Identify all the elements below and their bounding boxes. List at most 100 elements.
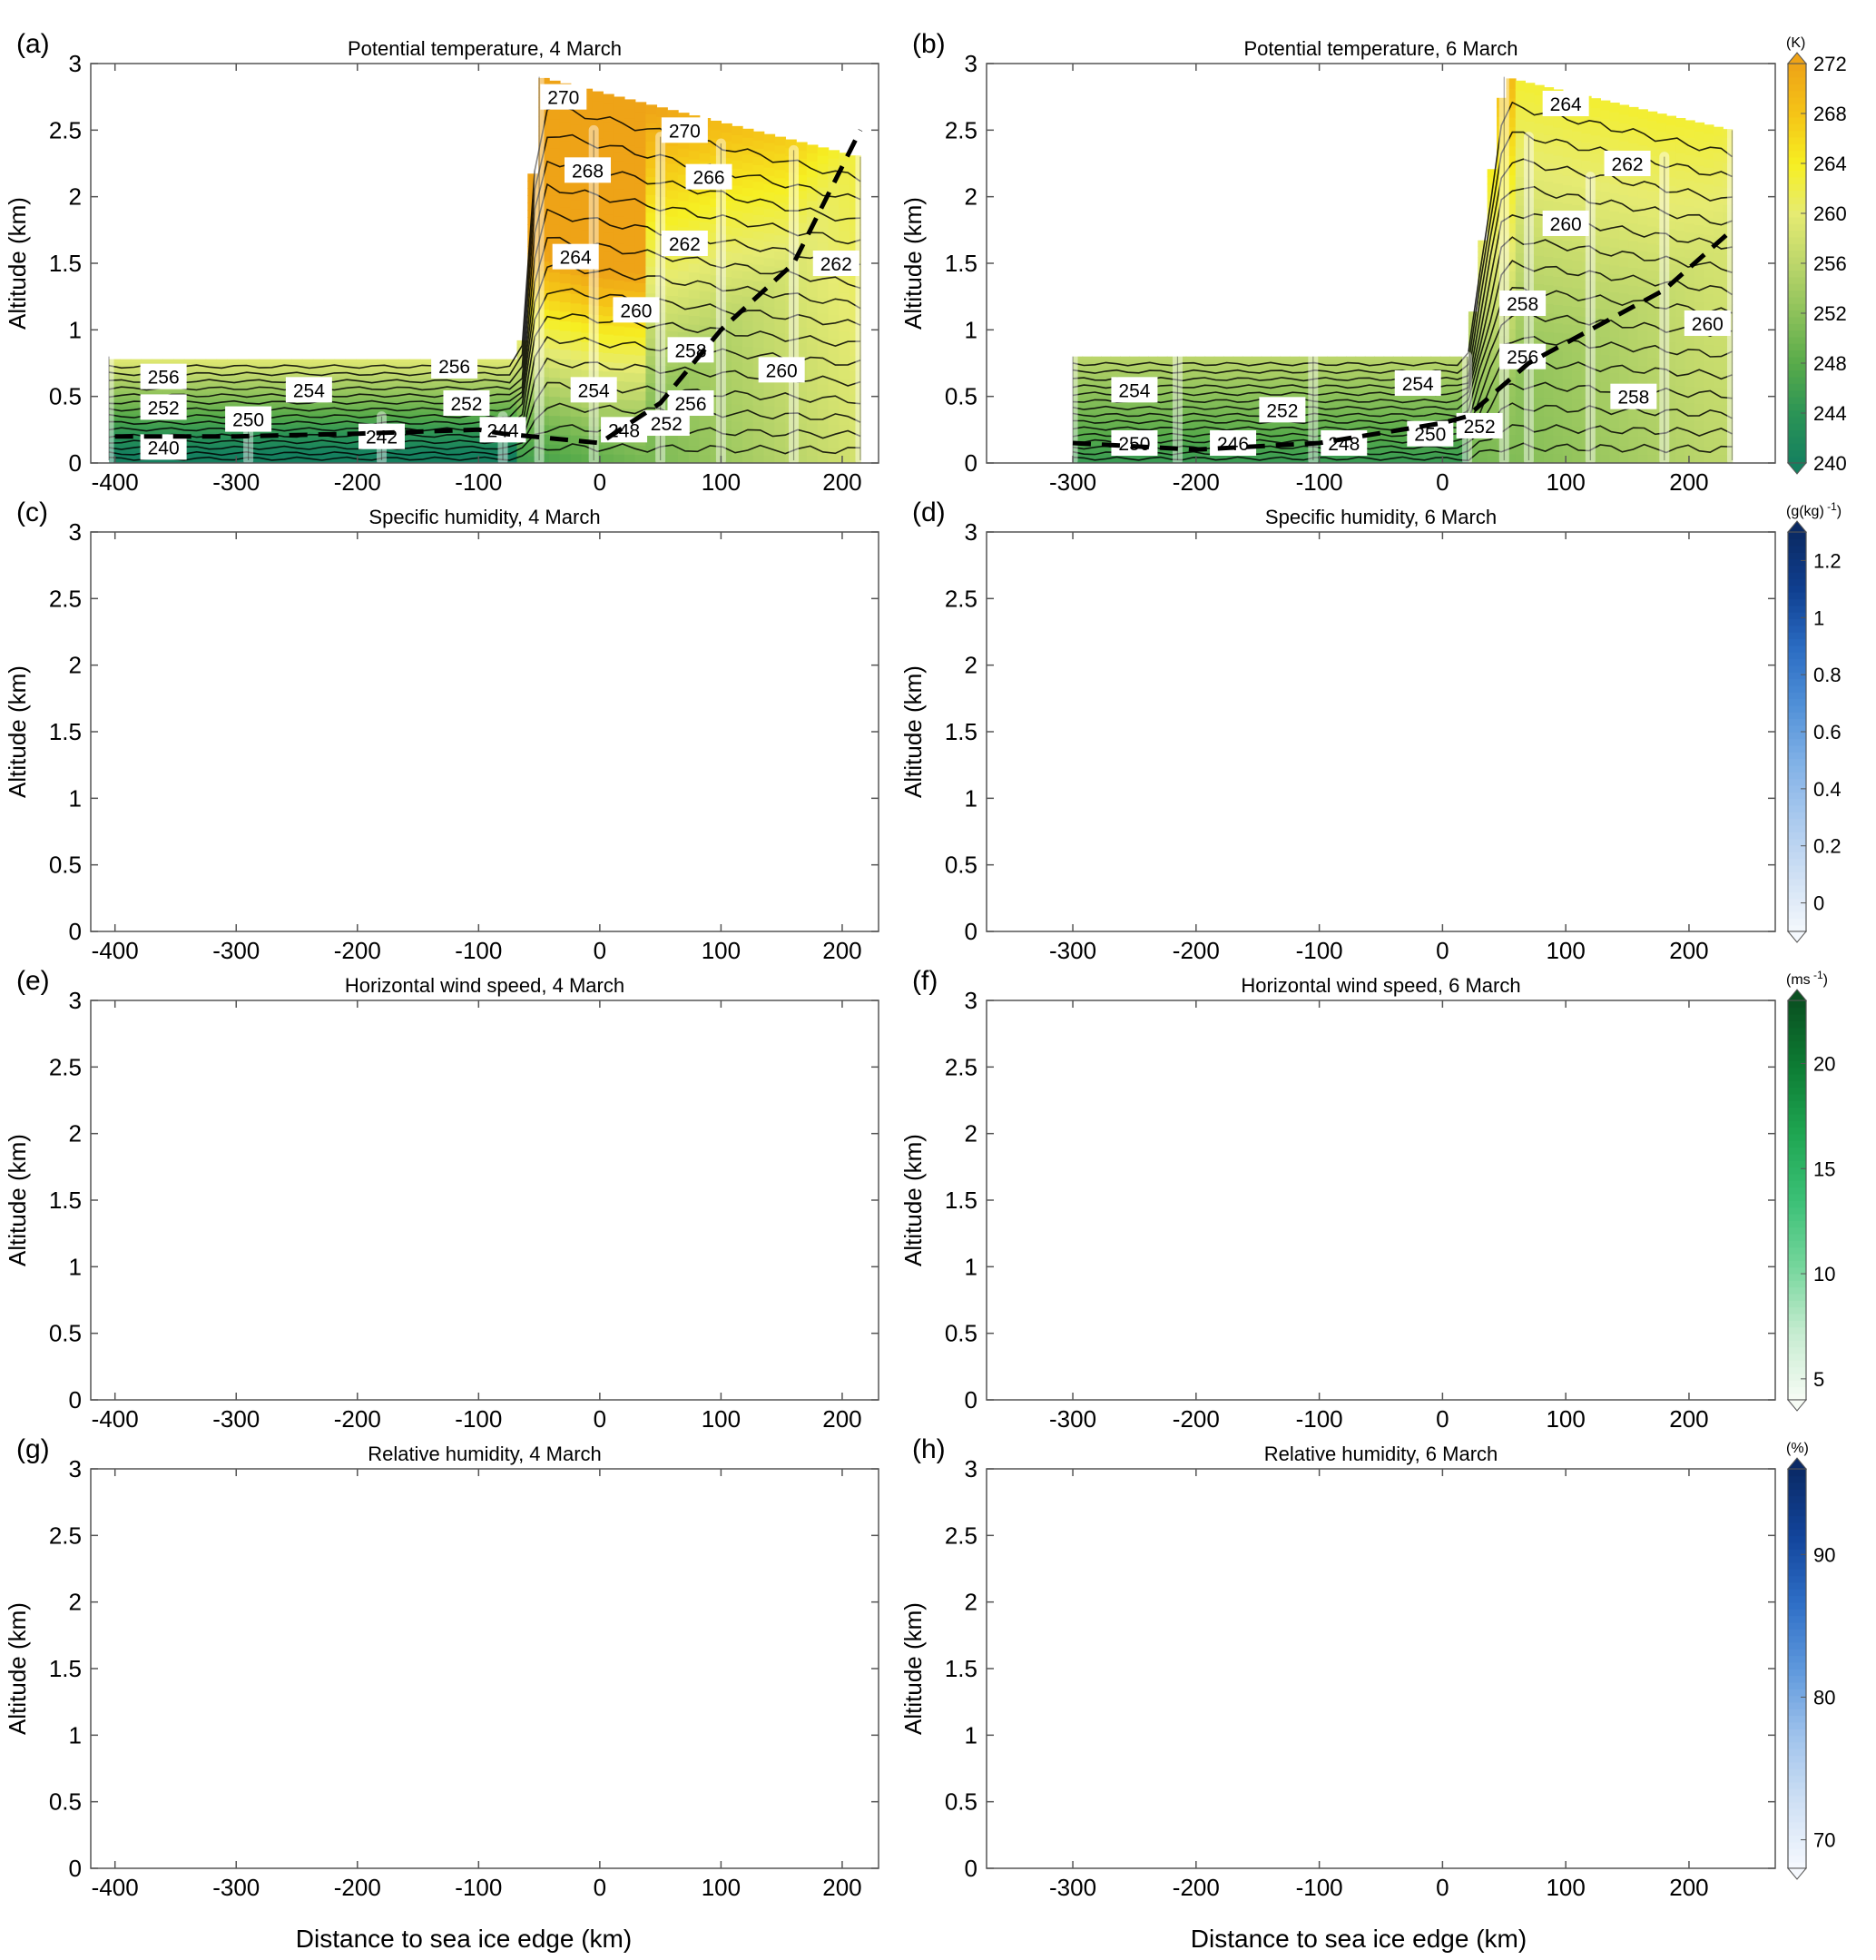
field-cell xyxy=(752,147,765,157)
field-cell xyxy=(817,329,830,338)
field-cell xyxy=(603,324,614,335)
field-cell xyxy=(817,273,830,282)
field-cell xyxy=(667,224,679,235)
field-cell xyxy=(752,321,765,331)
field-cell xyxy=(1073,420,1084,424)
field-cell xyxy=(506,400,518,405)
field-cell xyxy=(366,455,378,459)
field-cell xyxy=(645,283,658,294)
field-cell xyxy=(420,416,432,420)
field-cell xyxy=(194,447,207,451)
field-cell xyxy=(430,460,443,463)
field-cell xyxy=(409,403,421,407)
field-cell xyxy=(452,431,465,436)
field-cell xyxy=(463,447,475,451)
field-cell xyxy=(592,268,604,279)
field-cell xyxy=(205,403,218,407)
field-cell xyxy=(301,428,314,433)
field-cell xyxy=(742,203,754,213)
field-cell xyxy=(474,424,486,428)
field-cell xyxy=(828,321,840,331)
field-cell xyxy=(1073,418,1084,421)
field-cell xyxy=(710,394,722,404)
field-cell xyxy=(430,400,443,405)
field-cell xyxy=(742,187,754,197)
field-cell xyxy=(1091,460,1102,463)
field-cell xyxy=(430,444,443,448)
field-cell xyxy=(334,406,347,409)
field-cell xyxy=(548,138,561,149)
field-cell xyxy=(1091,444,1102,448)
field-cell xyxy=(645,248,658,258)
field-cell xyxy=(420,447,432,451)
field-cell xyxy=(1534,245,1545,256)
field-cell xyxy=(806,455,819,463)
field-cell xyxy=(688,158,701,169)
field-cell xyxy=(828,314,840,323)
field-cell xyxy=(850,455,861,463)
field-cell xyxy=(785,261,797,270)
field-cell xyxy=(828,353,840,362)
field-cell xyxy=(430,410,443,415)
field-cell xyxy=(1082,436,1093,440)
field-cell xyxy=(1534,142,1545,153)
field-cell xyxy=(763,298,776,308)
field-cell xyxy=(839,424,850,433)
field-cell xyxy=(667,312,679,323)
field-cell xyxy=(1119,364,1131,369)
field-cell xyxy=(345,389,357,394)
field-cell xyxy=(613,215,625,226)
field-cell xyxy=(216,406,228,409)
field-cell xyxy=(656,152,668,162)
field-cell xyxy=(506,455,518,459)
field-cell xyxy=(119,382,132,386)
field-cell xyxy=(699,281,712,291)
field-cell xyxy=(677,437,690,447)
field-cell xyxy=(721,208,732,218)
field-cell xyxy=(1129,367,1140,371)
field-cell xyxy=(785,252,797,262)
field-cell xyxy=(1073,458,1084,461)
field-cell xyxy=(291,419,303,423)
field-cell xyxy=(1101,367,1112,371)
y-axis-label-a: Altitude (km) xyxy=(4,197,31,330)
field-cell xyxy=(785,333,797,343)
panel-title-b: Potential temperature, 6 March xyxy=(1243,37,1517,60)
field-cell xyxy=(592,444,604,455)
field-cell xyxy=(828,408,840,418)
field-cell xyxy=(613,242,625,253)
field-cell xyxy=(119,377,132,381)
field-cell xyxy=(785,309,797,319)
field-cell xyxy=(828,291,840,300)
field-cell xyxy=(742,271,754,281)
field-cell xyxy=(259,367,271,370)
field-cell xyxy=(548,176,561,187)
field-cell xyxy=(194,431,207,436)
field-cell xyxy=(656,267,668,278)
field-cell xyxy=(301,424,314,428)
field-cell xyxy=(270,364,282,368)
field-cell xyxy=(656,365,668,375)
field-cell xyxy=(205,385,218,389)
field-cell xyxy=(1411,356,1422,360)
field-cell xyxy=(1148,375,1159,379)
field-cell xyxy=(1119,458,1131,461)
field-cell xyxy=(806,391,819,400)
field-cell xyxy=(216,442,228,446)
field-cell xyxy=(559,340,572,350)
field-cell xyxy=(796,238,808,248)
field-cell xyxy=(334,371,347,376)
field-cell xyxy=(613,152,625,162)
field-cell xyxy=(570,208,583,219)
field-cell xyxy=(570,189,583,201)
field-cell xyxy=(548,415,561,426)
field-cell xyxy=(592,351,604,362)
field-cell xyxy=(710,197,722,208)
field-cell xyxy=(1543,434,1555,446)
field-cell xyxy=(345,455,357,459)
field-cell xyxy=(152,421,163,425)
field-cell xyxy=(409,460,421,463)
field-cell xyxy=(796,270,808,280)
field-cell xyxy=(1553,435,1564,446)
field-cell xyxy=(581,350,594,361)
